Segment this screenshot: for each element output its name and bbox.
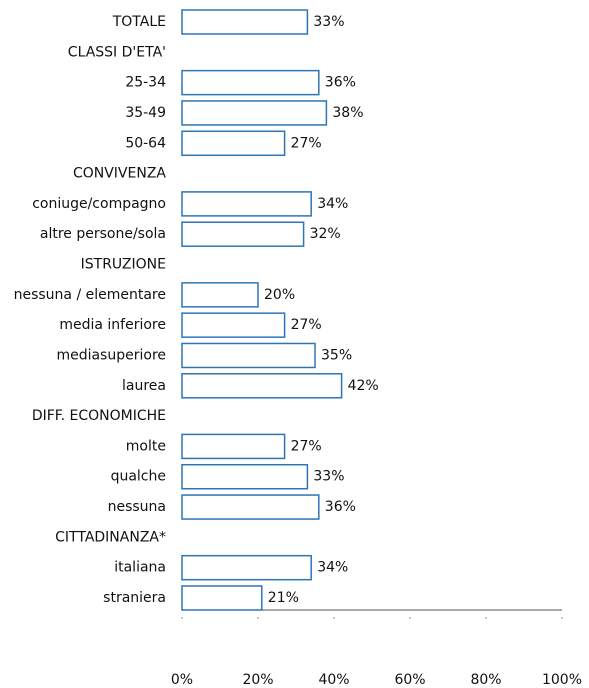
value-label: 35%	[321, 347, 352, 363]
value-label: 33%	[313, 14, 344, 30]
category-label: CITTADINANZA*	[55, 529, 166, 545]
value-label: 27%	[291, 135, 322, 151]
bar	[181, 282, 259, 308]
category-label: media inferiore	[59, 317, 166, 333]
x-tick-label: 100%	[542, 672, 582, 688]
category-label: italiana	[114, 560, 166, 576]
bar	[181, 312, 286, 338]
category-label: mediasuperiore	[56, 347, 166, 363]
value-label: 34%	[317, 560, 348, 576]
value-label: 21%	[268, 590, 299, 606]
bar	[181, 585, 263, 611]
x-tick-label: 0%	[171, 672, 193, 688]
value-label: 27%	[291, 438, 322, 454]
category-label: CLASSI D'ETA'	[68, 44, 166, 60]
bar	[181, 69, 320, 96]
bar	[181, 9, 309, 35]
bar	[181, 554, 312, 581]
value-label: 32%	[310, 226, 341, 242]
value-label: 27%	[291, 317, 322, 333]
x-tick-label: 40%	[318, 672, 349, 688]
category-label: molte	[126, 438, 166, 454]
category-label: CONVIVENZA	[73, 166, 166, 182]
bar	[181, 191, 312, 217]
x-tick-label: 20%	[242, 672, 273, 688]
category-label: qualche	[111, 469, 166, 485]
value-label: 33%	[313, 469, 344, 485]
category-label: nessuna	[108, 499, 166, 515]
bar	[181, 100, 328, 126]
bar	[181, 342, 316, 369]
category-label: nessuna / elementare	[14, 287, 166, 303]
category-label: straniera	[103, 590, 166, 606]
x-tick-label: 60%	[394, 672, 425, 688]
category-label: laurea	[122, 378, 166, 394]
bar	[181, 373, 343, 399]
value-label: 36%	[325, 75, 356, 91]
value-label: 38%	[332, 105, 363, 121]
bar	[181, 494, 320, 520]
category-label: 50-64	[125, 135, 166, 151]
category-label: coniuge/compagno	[32, 196, 166, 212]
value-label: 20%	[264, 287, 295, 303]
category-label: TOTALE	[112, 14, 166, 30]
category-label: 35-49	[125, 105, 166, 121]
bar	[181, 130, 286, 157]
value-label: 36%	[325, 499, 356, 515]
category-label: DIFF. ECONOMICHE	[32, 408, 166, 424]
bar	[181, 463, 309, 490]
category-label: 25-34	[125, 75, 166, 91]
bar	[181, 433, 286, 460]
value-label: 42%	[348, 378, 379, 394]
category-label: altre persone/sola	[40, 226, 166, 242]
bar	[181, 221, 305, 247]
x-tick-label: 80%	[470, 672, 501, 688]
value-label: 34%	[317, 196, 348, 212]
category-label: ISTRUZIONE	[81, 257, 166, 273]
